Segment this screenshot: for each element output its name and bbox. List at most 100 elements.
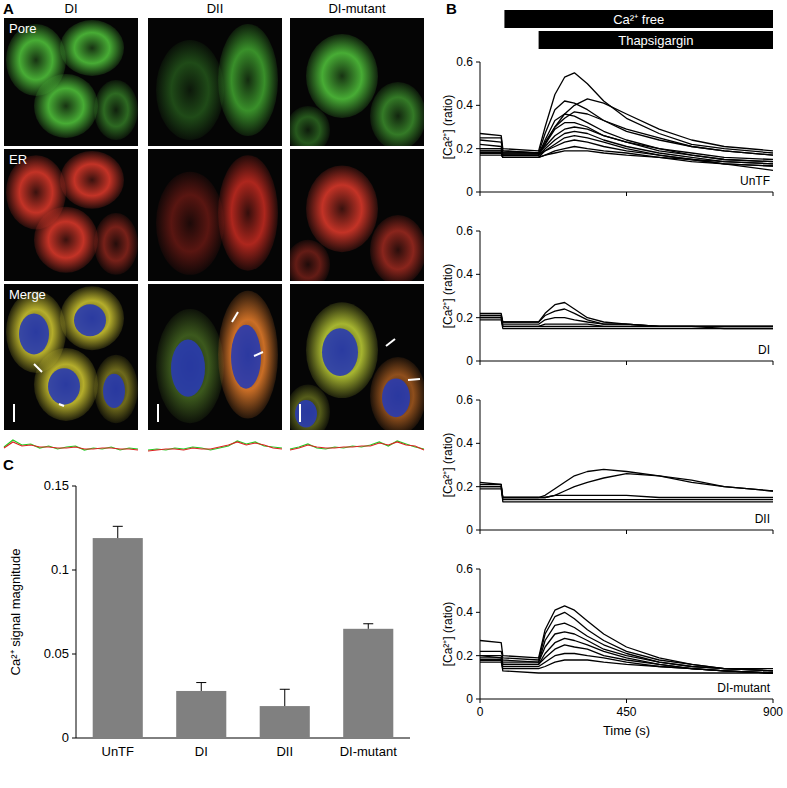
error-cap [113, 526, 123, 527]
y-tick-label: 0.2 [456, 311, 473, 325]
trace [480, 99, 773, 153]
trace [480, 474, 773, 498]
cell [306, 302, 378, 398]
trace [480, 487, 773, 498]
y-tick [72, 570, 76, 571]
y-tick [476, 569, 480, 570]
x-tick-label: UnTF [102, 744, 135, 759]
error-bar [363, 624, 373, 629]
x-tick [773, 699, 774, 703]
bar [343, 629, 393, 738]
nucleus [19, 313, 49, 354]
trace [480, 638, 773, 673]
y-tick [476, 105, 480, 106]
cell [370, 357, 424, 430]
row-label: ER [9, 152, 27, 167]
cell [156, 40, 224, 140]
y-tick-label: 0.4 [456, 98, 473, 112]
arrow [254, 352, 263, 356]
x-tick [773, 530, 774, 534]
cell [218, 24, 278, 136]
y-axis [480, 569, 481, 699]
cells [156, 291, 278, 423]
trace [480, 127, 773, 162]
x-tick [773, 192, 774, 196]
y-tick [476, 361, 480, 362]
micrograph [4, 18, 138, 146]
trace [480, 318, 773, 327]
y-tick-label: 0.4 [456, 436, 473, 450]
y-tick [476, 62, 480, 63]
trace [480, 489, 773, 500]
y-axis-label: [Ca²⁺] (ratio) [441, 264, 455, 329]
y-axis [480, 62, 481, 192]
y-tick [72, 738, 76, 739]
intensity-profile [290, 441, 424, 449]
panel-label: C [3, 456, 14, 473]
x-tick-label: DII [276, 744, 293, 759]
scale-bar [299, 404, 301, 422]
trace [480, 654, 773, 674]
cell [290, 240, 330, 281]
y-tick-label: 0 [466, 523, 473, 537]
subplot-title: DI [758, 343, 770, 357]
y-tick [72, 486, 76, 487]
trace [480, 485, 773, 502]
cell [34, 348, 98, 421]
y-tick-label: 0.2 [456, 142, 473, 156]
trace [480, 147, 773, 171]
y-tick [476, 486, 480, 487]
cell [370, 82, 424, 146]
y-tick [476, 530, 480, 531]
nucleus [295, 400, 317, 427]
nucleus [322, 328, 358, 376]
y-tick [476, 148, 480, 149]
cell [306, 34, 378, 118]
micrograph [148, 18, 282, 146]
intensity-profile [290, 442, 424, 450]
intensity-profile [148, 442, 282, 451]
y-tick [72, 654, 76, 655]
nucleus [171, 340, 205, 397]
y-tick [476, 231, 480, 232]
trace [480, 112, 773, 155]
treatment-label: Thapsigargin [618, 33, 693, 48]
trace [480, 131, 773, 164]
intensity-profile [4, 440, 138, 450]
scale-bar [157, 404, 159, 422]
nucleus [382, 378, 410, 417]
cell [34, 207, 98, 273]
trace [480, 316, 773, 327]
y-axis-label: [Ca²⁺] (ratio) [441, 95, 455, 160]
y-tick [476, 655, 480, 656]
y-axis-label: [Ca²⁺] (ratio) [441, 433, 455, 498]
trace [480, 73, 773, 153]
column-header: DII [207, 1, 224, 16]
error-cap [196, 682, 206, 683]
x-tick [480, 530, 481, 534]
y-tick [476, 400, 480, 401]
nucleus [74, 304, 106, 336]
x-tick [480, 699, 481, 703]
arrow [408, 379, 420, 380]
cell [94, 213, 138, 275]
y-tick-label: 0.6 [456, 562, 473, 576]
bar [93, 538, 143, 738]
arrow [232, 312, 238, 322]
cell [94, 355, 138, 423]
cells [6, 286, 138, 423]
y-tick-label: 0 [466, 692, 473, 706]
error-bar [196, 683, 206, 691]
subplot-title: UnTF [740, 174, 770, 188]
error-cap [280, 689, 290, 690]
subplot-title: DI-mutant [717, 681, 770, 695]
y-tick-label: 0.6 [456, 224, 473, 238]
nucleus [231, 325, 261, 389]
arrow [59, 404, 64, 406]
micrograph [148, 284, 282, 430]
micrograph [4, 284, 138, 430]
arrow [34, 364, 42, 372]
y-tick-label: 0.4 [456, 267, 473, 281]
x-tick [626, 699, 627, 703]
y-axis-label: [Ca²⁺] (ratio) [441, 602, 455, 667]
